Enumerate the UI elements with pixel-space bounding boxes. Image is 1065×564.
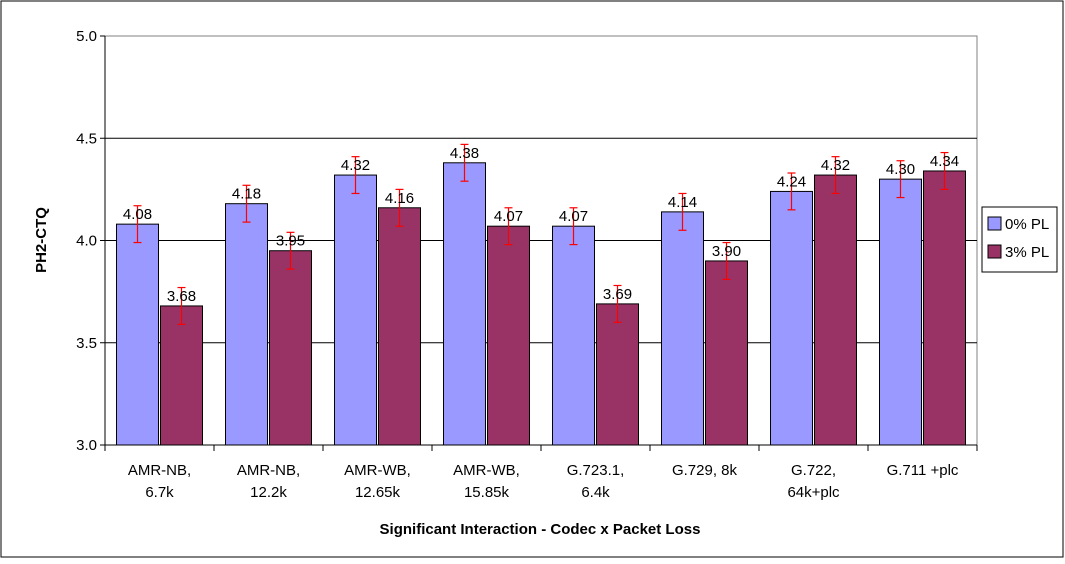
bar — [705, 260, 748, 446]
bar — [225, 203, 268, 446]
bar — [552, 225, 595, 446]
x-tick-label: G.711 +plc — [887, 462, 959, 479]
data-label: 4.32 — [821, 157, 850, 174]
bar — [814, 174, 857, 446]
x-axis-title: Significant Interaction - Codec x Packet… — [380, 521, 701, 538]
data-label: 4.07 — [494, 208, 523, 225]
bars — [116, 162, 966, 446]
x-tick-label: G.722, — [791, 462, 836, 479]
x-tick-label: 64k+plc — [787, 484, 840, 501]
data-label: 3.68 — [167, 288, 196, 305]
y-axis-title: PH2-CTQ — [33, 207, 50, 273]
bar — [661, 211, 704, 446]
x-tick-label: AMR-NB, — [237, 462, 300, 479]
data-label: 3.95 — [276, 233, 305, 250]
bar — [879, 178, 922, 446]
bar — [334, 174, 377, 446]
x-tick-label: G.723.1, — [567, 462, 625, 479]
y-tick-label: 3.0 — [76, 437, 97, 454]
bar — [770, 190, 813, 446]
bar — [596, 303, 639, 446]
data-label: 3.90 — [712, 243, 741, 260]
data-label: 4.16 — [385, 190, 414, 207]
bar — [116, 223, 159, 446]
legend-label: 0% PL — [1005, 216, 1049, 233]
data-label: 4.08 — [123, 206, 152, 223]
data-label: 4.38 — [450, 145, 479, 162]
legend-label: 3% PL — [1005, 244, 1049, 261]
data-label: 4.07 — [559, 208, 588, 225]
bar — [269, 250, 312, 446]
x-tick-label: AMR-WB, — [344, 462, 411, 479]
bar — [443, 162, 486, 446]
data-label: 4.18 — [232, 186, 261, 203]
legend: 0% PL 3% PL — [981, 206, 1058, 273]
data-label: 4.34 — [930, 153, 959, 170]
bar — [378, 207, 421, 446]
legend-swatch — [987, 216, 1002, 231]
x-tick-label: 12.65k — [355, 484, 401, 501]
data-label: 3.69 — [603, 286, 632, 303]
error-bars — [133, 143, 949, 325]
bar — [487, 225, 530, 446]
data-labels: 4.08 4.18 4.32 4.38 4.07 4.14 4.24 4.30 3.68 3.95… — [123, 145, 959, 305]
data-label: 4.30 — [886, 161, 915, 178]
x-tick-label: 6.7k — [145, 484, 174, 501]
x-tick-label: 15.85k — [464, 484, 510, 501]
x-tick-label: 6.4k — [581, 484, 610, 501]
y-tick-label: 4.0 — [76, 233, 97, 250]
x-tick-label: G.729, 8k — [672, 462, 738, 479]
y-tick-label: 3.5 — [76, 335, 97, 352]
data-label: 4.24 — [777, 173, 806, 190]
x-tick-label: 12.2k — [250, 484, 287, 501]
legend-swatch — [987, 244, 1002, 259]
bar — [923, 170, 966, 446]
data-label: 4.14 — [668, 194, 697, 211]
y-tick-label: 4.5 — [76, 130, 97, 147]
data-label: 4.32 — [341, 157, 370, 174]
x-tick-label: AMR-WB, — [453, 462, 520, 479]
y-tick-label: 5.0 — [76, 28, 97, 45]
bar — [160, 305, 203, 446]
x-tick-label: AMR-NB, — [128, 462, 191, 479]
axes: 3.0 3.5 4.0 4.5 5.0 AMR-NB, 6.7k AMR-NB, 12.2k AM… — [76, 28, 978, 501]
